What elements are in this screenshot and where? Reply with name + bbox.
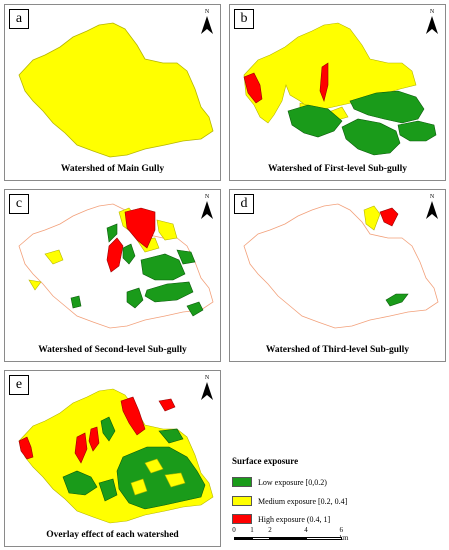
legend-swatch-high bbox=[232, 514, 252, 524]
legend-title: Surface exposure bbox=[232, 456, 299, 466]
map-second-level bbox=[18, 203, 214, 329]
panel-letter: e bbox=[9, 375, 29, 395]
second-level-yellow-2 bbox=[28, 279, 42, 291]
overlay-red-4 bbox=[120, 396, 146, 436]
first-level-green-3 bbox=[341, 118, 401, 156]
first-level-green-2 bbox=[349, 90, 425, 124]
second-level-yellow-1 bbox=[44, 249, 64, 265]
overlay-red-5 bbox=[158, 398, 176, 412]
scale-tick: 2 bbox=[268, 526, 272, 534]
north-label: N bbox=[204, 9, 210, 15]
first-level-red-1 bbox=[243, 72, 263, 104]
second-level-green-4 bbox=[144, 281, 194, 303]
north-label: N bbox=[204, 194, 210, 200]
panel-letter: a bbox=[9, 9, 29, 29]
north-arrow-icon: N bbox=[200, 375, 214, 401]
scale-segment bbox=[306, 537, 342, 540]
legend: Surface exposure Low exposure [0,0.2) Me… bbox=[229, 456, 359, 548]
legend-swatch-low bbox=[232, 477, 252, 487]
third-level-red-1 bbox=[379, 207, 399, 227]
watershed-outline bbox=[18, 203, 214, 329]
north-arrow-icon: N bbox=[200, 194, 214, 220]
north-arrow-icon: N bbox=[425, 9, 439, 35]
panel-e-overlay: e N Overlay effect of each watershed bbox=[4, 370, 221, 547]
north-label: N bbox=[204, 375, 210, 381]
north-arrow-icon: N bbox=[200, 9, 214, 35]
scale-tick: 1 bbox=[250, 526, 254, 534]
legend-label: Low exposure [0,0.2) bbox=[258, 478, 327, 487]
first-level-yellow-1 bbox=[243, 22, 417, 124]
overlay-red-2 bbox=[74, 432, 88, 464]
panel-letter: c bbox=[9, 194, 29, 214]
overlay-yellow-inner-3 bbox=[130, 478, 148, 496]
map-first-level bbox=[243, 22, 437, 156]
second-level-green-8 bbox=[70, 295, 82, 309]
third-level-green-1 bbox=[385, 293, 409, 307]
second-level-green-6 bbox=[176, 249, 196, 265]
map-overlay bbox=[18, 388, 214, 524]
scale-segment bbox=[270, 537, 306, 540]
north-label: N bbox=[429, 194, 435, 200]
overlay-green-5 bbox=[158, 428, 184, 444]
legend-swatch-medium bbox=[232, 496, 252, 506]
second-level-yellow-4 bbox=[156, 219, 178, 241]
north-arrow-icon: N bbox=[425, 194, 439, 220]
first-level-green-1 bbox=[287, 104, 343, 138]
map-main-gully bbox=[18, 22, 214, 158]
panel-c-second-level: c N Watershed of Second-level Sub-gully bbox=[4, 189, 221, 362]
second-level-green-1 bbox=[106, 223, 118, 243]
overlay-red-3 bbox=[88, 426, 100, 452]
scale-bar: 0 1 2 4 6 km bbox=[232, 526, 352, 546]
panel-d-third-level: d N Watershed of Third-level Sub-gully bbox=[229, 189, 446, 362]
panel-caption: Overlay effect of each watershed bbox=[46, 530, 179, 540]
second-level-green-5 bbox=[126, 287, 144, 309]
second-level-red-1 bbox=[124, 207, 156, 249]
first-level-green-4 bbox=[397, 120, 437, 142]
panel-letter: d bbox=[234, 194, 254, 214]
panel-caption: Watershed of Main Gully bbox=[60, 164, 165, 174]
legend-label: Medium exposure [0.2, 0.4] bbox=[258, 497, 348, 506]
panel-b-first-level: b N Watershed of First-level Sub-gully bbox=[229, 4, 446, 181]
panel-caption: Watershed of Second-level Sub-gully bbox=[38, 345, 187, 355]
overlay-red-1 bbox=[18, 436, 34, 460]
first-level-red-2 bbox=[319, 62, 329, 102]
legend-label: High exposure (0.4, 1] bbox=[258, 515, 331, 524]
panel-a-main-gully: a N Watershed of Main Gully bbox=[4, 4, 221, 181]
scale-tick: 0 bbox=[232, 526, 236, 534]
scale-tick: 6 km bbox=[339, 526, 349, 542]
scale-segment bbox=[252, 537, 270, 540]
scale-tick: 4 bbox=[304, 526, 308, 534]
panel-letter: b bbox=[234, 9, 254, 29]
overlay-green-4 bbox=[98, 478, 118, 502]
third-level-yellow-1 bbox=[363, 205, 381, 231]
second-level-green-3 bbox=[140, 253, 186, 281]
north-label: N bbox=[429, 9, 435, 15]
overlay-yellow-inner-2 bbox=[164, 472, 186, 488]
second-level-red-2 bbox=[106, 237, 124, 273]
scale-segment bbox=[234, 537, 252, 540]
panel-caption: Watershed of First-level Sub-gully bbox=[267, 164, 408, 174]
overlay-yellow-inner-1 bbox=[144, 458, 164, 474]
second-level-green-2 bbox=[122, 243, 136, 265]
second-level-green-7 bbox=[186, 301, 204, 317]
map-third-level bbox=[243, 203, 439, 329]
main-gully-watershed bbox=[18, 22, 214, 158]
watershed-outline bbox=[243, 203, 439, 329]
panel-caption: Watershed of Third-level Sub-gully bbox=[265, 345, 410, 355]
overlay-green-1 bbox=[100, 416, 116, 442]
overlay-green-2 bbox=[62, 470, 98, 496]
